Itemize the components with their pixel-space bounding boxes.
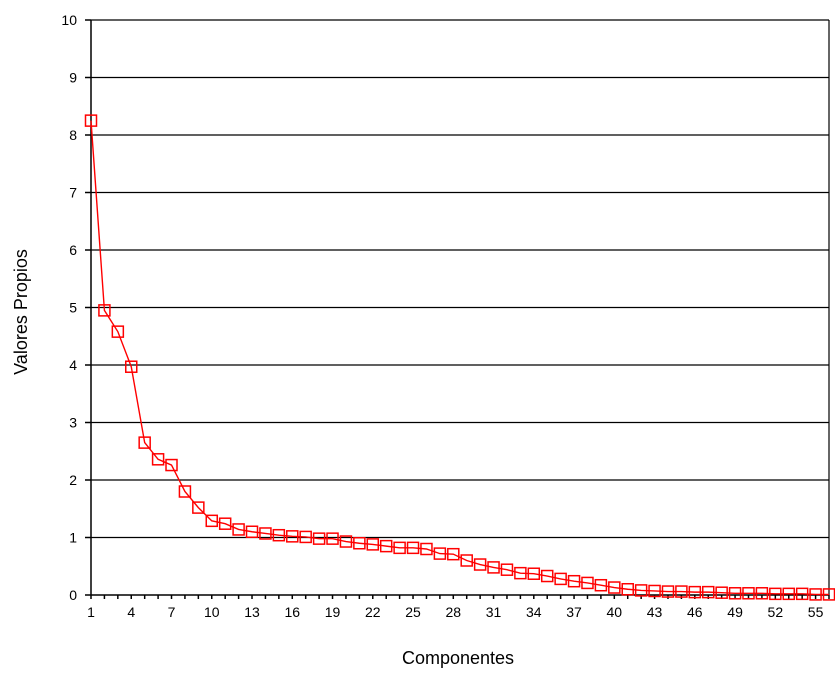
y-axis-title: Valores Propios (11, 249, 31, 375)
data-point (192, 501, 205, 514)
x-tick-label: 34 (526, 604, 542, 620)
data-point (648, 584, 661, 598)
y-tick-label: 7 (69, 185, 77, 201)
data-point (420, 542, 433, 556)
data-point (339, 535, 353, 548)
data-point (366, 538, 380, 551)
data-point (540, 569, 554, 583)
x-tick-label: 49 (727, 604, 743, 620)
data-point (742, 587, 755, 600)
x-tick-label: 43 (647, 604, 663, 620)
x-tick-label: 10 (204, 604, 220, 620)
y-tick-label: 3 (69, 415, 77, 431)
x-tick-label: 55 (808, 604, 824, 620)
x-tick-label: 31 (486, 604, 502, 620)
data-point (393, 541, 406, 555)
y-tick-label: 0 (69, 587, 77, 603)
grid (91, 19, 829, 539)
data-point (326, 532, 339, 545)
x-tick-label: 16 (284, 604, 300, 620)
data-point (272, 528, 286, 542)
data-point (165, 458, 178, 472)
data-point (98, 304, 111, 317)
data-point (701, 585, 715, 599)
data-point (755, 587, 769, 600)
data-point (594, 578, 608, 592)
x-tick-label: 19 (325, 604, 341, 620)
data-point (299, 530, 312, 544)
data-point (447, 547, 460, 561)
x-tick-label: 7 (168, 604, 176, 620)
axes (85, 19, 830, 599)
x-tick-label: 25 (405, 604, 421, 620)
data-point (621, 583, 634, 596)
data-point (473, 558, 487, 571)
data-point (232, 523, 245, 536)
data-point (125, 360, 138, 373)
x-tick-label: 40 (607, 604, 623, 620)
x-tick-label: 22 (365, 604, 381, 620)
data-point (205, 514, 219, 528)
y-tick-label: 1 (69, 530, 77, 546)
data-point (514, 566, 527, 580)
x-tick-label: 52 (768, 604, 784, 620)
series-line (84, 114, 835, 601)
data-point (406, 541, 420, 555)
data-point (286, 530, 299, 543)
y-tick-label: 5 (69, 300, 77, 316)
y-tick-label: 6 (69, 242, 77, 258)
data-point (608, 581, 621, 594)
data-point (138, 436, 151, 449)
series-line-path (90, 120, 829, 596)
data-point (218, 517, 232, 530)
data-point (769, 587, 782, 601)
data-point (715, 586, 728, 599)
data-point (353, 537, 366, 550)
data-point (581, 576, 594, 590)
data-point (728, 587, 742, 600)
data-point (661, 585, 675, 598)
x-tick-label: 1 (87, 604, 95, 620)
data-point (782, 587, 795, 601)
y-tick-label: 9 (69, 70, 77, 86)
y-tick-label: 2 (69, 472, 77, 488)
x-tick-label: 28 (446, 604, 462, 620)
data-point (178, 485, 192, 498)
data-point (84, 114, 98, 127)
x-tick-label: 4 (127, 604, 135, 620)
data-point (312, 532, 326, 545)
data-point (554, 572, 567, 586)
data-point (245, 525, 259, 538)
data-point (259, 527, 272, 540)
x-tick-label: 13 (244, 604, 260, 620)
data-point (500, 563, 514, 576)
x-tick-label: 37 (566, 604, 582, 620)
x-axis-title: Componentes (402, 648, 514, 668)
data-point (675, 585, 688, 598)
data-point (809, 588, 822, 601)
y-tick-label: 4 (69, 357, 77, 373)
data-point (433, 547, 447, 560)
x-tick-label: 46 (687, 604, 703, 620)
data-point (688, 585, 702, 599)
y-tick-labels: 0 1 2 3 4 5 6 7 8 9 10 (61, 12, 77, 603)
data-point (379, 539, 393, 553)
data-point (111, 325, 125, 338)
data-point (527, 567, 541, 580)
data-point (634, 584, 648, 597)
y-tick-label: 8 (69, 127, 77, 143)
x-tick-labels: 1 4 7 10 13 16 19 22 25 28 31 34 37 40 43 46 49 52 55 (87, 604, 823, 620)
data-point (567, 574, 581, 588)
data-point (460, 554, 473, 567)
data-point (487, 561, 500, 574)
data-point (151, 453, 165, 466)
y-tick-label: 10 (61, 12, 77, 28)
data-point (795, 587, 809, 601)
